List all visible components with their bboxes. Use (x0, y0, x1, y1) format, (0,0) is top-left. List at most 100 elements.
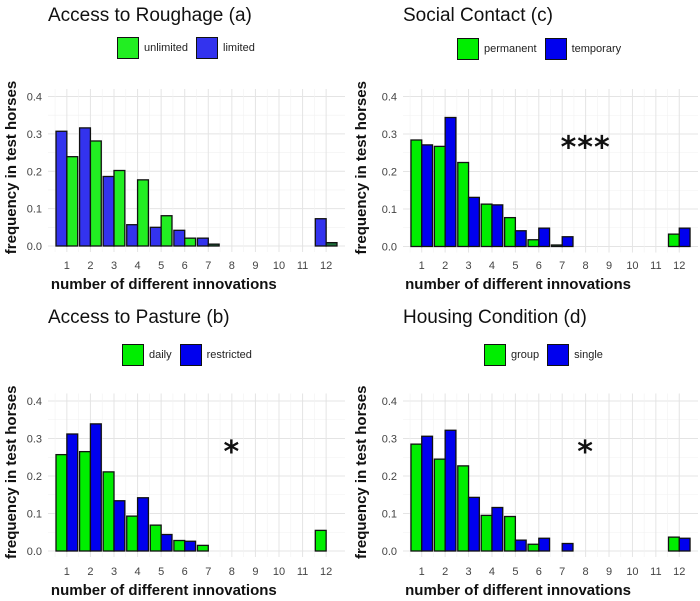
x-tick-label: 11 (650, 566, 661, 578)
bar-unlimited-7 (207, 243, 220, 247)
bar-unlimited-4 (136, 179, 150, 247)
x-tick-label: 2 (87, 260, 93, 272)
y-tick-label: 0.1 (382, 509, 397, 521)
x-tick-label: 9 (606, 260, 612, 272)
bar-daily-4 (126, 515, 139, 552)
x-tick-label: 8 (583, 260, 589, 272)
bar-limited-1 (55, 130, 68, 247)
x-tick-label: 8 (229, 260, 235, 272)
legend: group single (484, 344, 611, 366)
y-tick-label: 0.0 (382, 546, 397, 558)
legend-label-permanent: permanent (484, 43, 537, 55)
bar-single-7 (561, 542, 574, 552)
x-tick-label: 2 (442, 260, 448, 272)
x-tick-label: 9 (252, 566, 258, 578)
bar-unlimited-5 (160, 215, 173, 247)
x-tick-label: 1 (419, 260, 425, 272)
x-tick-label: 9 (252, 260, 258, 272)
bar-temporary-3 (467, 196, 480, 248)
legend-swatch-daily (122, 344, 144, 366)
bar-restricted-6 (184, 540, 197, 552)
bar-permanent-1 (410, 139, 423, 248)
x-tick-label: 7 (205, 260, 211, 272)
x-tick-label: 7 (559, 566, 565, 578)
bar-single-2 (444, 429, 457, 552)
panel-title: Social Contact (c) (403, 5, 553, 26)
x-tick-label: 5 (158, 566, 164, 578)
x-tick-label: 10 (626, 566, 638, 578)
x-tick-label: 11 (650, 260, 661, 272)
x-tick-label: 10 (273, 260, 285, 272)
legend-label-temporary: temporary (571, 43, 622, 55)
bar-permanent-12 (667, 233, 680, 248)
x-tick-label: 6 (536, 260, 542, 272)
y-tick-label: 0.4 (27, 92, 42, 104)
bar-limited-5 (149, 226, 162, 247)
legend-label-group: group (511, 349, 540, 361)
bar-permanent-4 (480, 203, 493, 248)
x-tick-label: 6 (536, 566, 542, 578)
bar-group-6 (527, 543, 540, 552)
bar-group-3 (457, 465, 470, 552)
y-tick-label: 0.0 (27, 241, 42, 253)
bar-group-1 (410, 443, 423, 552)
bar-restricted-2 (89, 423, 102, 552)
x-tick-label: 5 (158, 260, 164, 272)
significance-annotation: *** (561, 130, 611, 165)
x-tick-label: 8 (229, 566, 235, 578)
bar-single-6 (538, 537, 551, 552)
legend-swatch-permanent (457, 38, 479, 60)
bar-restricted-3 (113, 500, 126, 552)
bar-group-5 (503, 515, 517, 552)
x-tick-label: 9 (606, 566, 612, 578)
x-tick-label: 4 (135, 260, 141, 272)
legend-label-limited: limited (223, 42, 255, 54)
bar-daily-5 (149, 524, 162, 552)
legend-swatch-group (484, 344, 506, 366)
bar-daily-1 (55, 453, 68, 552)
x-tick-label: 3 (465, 260, 471, 272)
bar-daily-12 (314, 529, 327, 552)
x-tick-label: 7 (205, 566, 211, 578)
legend-swatch-restricted (179, 344, 202, 366)
x-tick-label: 4 (489, 260, 495, 272)
bar-temporary-4 (491, 204, 504, 248)
bar-permanent-2 (433, 145, 446, 248)
legend-swatch-temporary (544, 38, 567, 60)
y-tick-label: 0.1 (382, 204, 397, 216)
x-tick-label: 12 (673, 566, 685, 578)
bar-limited-4 (126, 224, 139, 247)
bar-limited-7 (196, 237, 209, 247)
bar-daily-6 (173, 539, 186, 552)
panel-housing: Housing Condition (d) group single 0.0 0.… (350, 300, 700, 600)
bar-limited-2 (78, 127, 92, 247)
bar-permanent-5 (503, 216, 517, 248)
x-tick-label: 12 (320, 260, 332, 272)
y-tick-label: 0.2 (382, 471, 397, 483)
bar-single-3 (467, 496, 480, 552)
y-tick-label: 0.3 (382, 129, 397, 141)
panel-title: Access to Pasture (b) (48, 307, 230, 328)
y-tick-label: 0.2 (27, 471, 42, 483)
bar-temporary-1 (421, 144, 434, 248)
bar-single-5 (514, 539, 527, 552)
y-tick-label: 0.2 (27, 166, 42, 178)
bar-group-12 (667, 536, 680, 552)
bar-limited-3 (102, 175, 115, 247)
legend: unlimited limited (117, 37, 263, 59)
significance-annotation: * (577, 435, 594, 470)
panel-title: Access to Roughage (a) (48, 5, 252, 26)
bar-unlimited-3 (113, 169, 126, 247)
x-tick-label: 6 (182, 566, 188, 578)
bar-unlimited-12 (325, 241, 338, 247)
y-tick-label: 0.4 (27, 396, 42, 408)
x-tick-label: 7 (559, 260, 565, 272)
x-tick-label: 8 (583, 566, 589, 578)
y-tick-label: 0.0 (382, 242, 397, 254)
legend-swatch-unlimited (117, 37, 139, 59)
x-tick-label: 4 (489, 566, 495, 578)
panel-title: Housing Condition (d) (403, 307, 587, 328)
y-axis-label: frequency in test horses (3, 386, 20, 559)
